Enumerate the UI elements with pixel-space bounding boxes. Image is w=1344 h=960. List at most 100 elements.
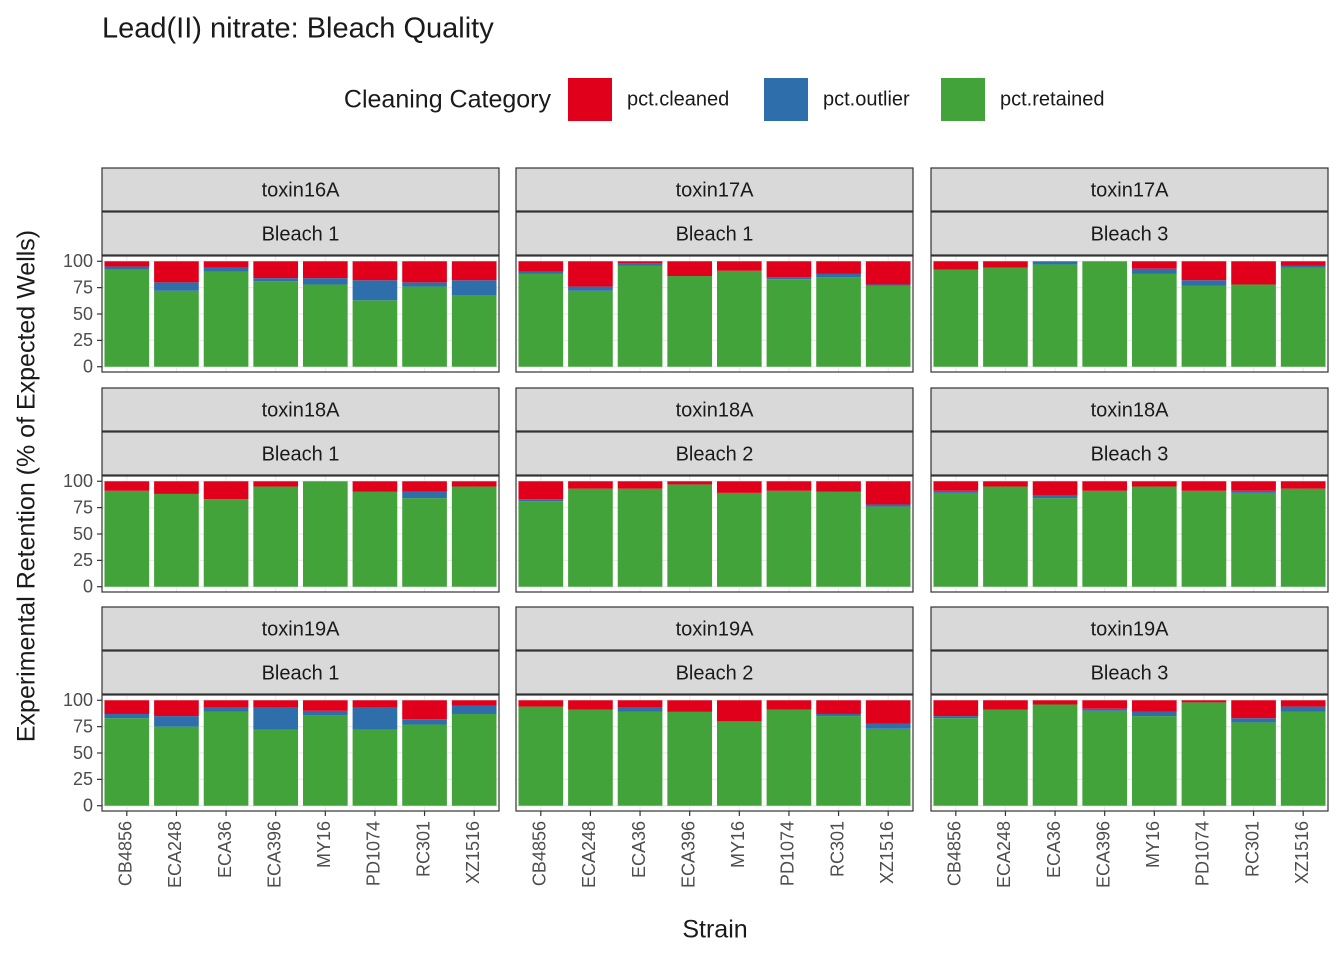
bar-segment (154, 493, 199, 587)
panel-border (515, 255, 914, 373)
bar-segment (518, 700, 564, 707)
bar-segment (865, 728, 911, 806)
bar-segment (1131, 481, 1177, 487)
y-tick-label: 100 (63, 251, 93, 271)
strip (101, 431, 500, 476)
strip-label: Bleach 1 (676, 223, 754, 245)
strip (515, 167, 914, 212)
bar-segment (253, 281, 299, 367)
strip-label: Bleach 3 (1091, 443, 1169, 465)
bar-segment (1231, 284, 1276, 367)
strip (101, 211, 500, 256)
bar-segment (253, 707, 299, 730)
bar-segment (933, 490, 979, 493)
strip-label: toxin18A (676, 399, 754, 421)
bar-segment (104, 718, 150, 806)
bar-segment (203, 481, 249, 500)
bar-segment (816, 261, 861, 274)
strip (515, 211, 914, 256)
bar-segment (865, 723, 911, 729)
bar-segment (104, 700, 150, 714)
bar-segment (865, 700, 911, 724)
bar-segment (1032, 498, 1078, 587)
bar-segment (302, 261, 348, 279)
y-tick-label: 25 (73, 550, 93, 570)
strip-label: toxin18A (1091, 399, 1169, 421)
strip (930, 650, 1329, 695)
bar-segment (402, 261, 447, 283)
bar-segment (933, 700, 979, 717)
bar-segment (154, 481, 199, 494)
bar-segment (766, 277, 812, 280)
y-tick-label: 75 (73, 497, 93, 517)
x-tick-label: RC301 (413, 821, 433, 877)
x-tick-label: CB4856 (530, 821, 550, 886)
bar-segment (1131, 268, 1177, 274)
bar-segment (1280, 711, 1326, 806)
bar-segment (933, 269, 979, 367)
x-tick-label: ECA36 (629, 821, 649, 878)
x-tick-label: ECA248 (994, 821, 1014, 888)
bar-segment (451, 705, 497, 714)
bar-segment (816, 716, 861, 806)
panel-border (515, 475, 914, 593)
bar-segment (617, 265, 663, 367)
bar-segment (865, 481, 911, 505)
x-tick-label: ECA248 (165, 821, 185, 888)
bar-segment (716, 261, 762, 271)
bar-segment (451, 713, 497, 806)
bar-segment (568, 261, 613, 287)
bar-segment (203, 700, 249, 708)
bar-segment (865, 285, 911, 367)
bar-segment (1280, 265, 1326, 268)
bar-segment (402, 719, 447, 725)
strip (101, 650, 500, 695)
bar-segment (667, 484, 713, 587)
strip (515, 387, 914, 432)
y-tick-label: 100 (63, 471, 93, 491)
bar-segment (667, 261, 713, 277)
bar-segment (1181, 702, 1227, 806)
bar-segment (1280, 261, 1326, 266)
bar-segment (1231, 261, 1276, 285)
bar-segment (933, 261, 979, 270)
bar-segment (983, 261, 1028, 268)
bar-segment (933, 716, 979, 719)
x-tick-label: RC301 (1242, 821, 1262, 877)
panel-border (930, 475, 1329, 593)
bar-segment (154, 282, 199, 291)
x-tick-label: CB4856 (116, 821, 136, 886)
bar-segment (1032, 494, 1078, 499)
bar-segment (203, 711, 249, 806)
y-tick-label: 0 (83, 356, 93, 376)
bar-segment (865, 261, 911, 285)
bar-segment (865, 506, 911, 587)
y-tick-label: 100 (63, 690, 93, 710)
bar-segment (1032, 704, 1078, 806)
y-tick-label: 50 (73, 743, 93, 763)
bar-segment (352, 261, 398, 281)
strip-label: toxin19A (262, 618, 340, 640)
bar-segment (568, 709, 613, 806)
x-tick-label: ECA36 (1044, 821, 1064, 878)
bar-segment (402, 498, 447, 587)
strip-label: toxin17A (676, 179, 754, 201)
bar-segment (402, 282, 447, 287)
bar-segment (104, 713, 150, 719)
strip-label: Bleach 2 (676, 662, 754, 684)
bar-segment (568, 290, 613, 367)
strip (515, 650, 914, 695)
strip-label: toxin19A (676, 618, 754, 640)
bar-segment (402, 724, 447, 806)
x-axis-title: Strain (682, 916, 747, 944)
strip-label: Bleach 2 (676, 443, 754, 465)
bar-segment (1280, 267, 1326, 367)
bar-segment (816, 700, 861, 714)
strip (515, 606, 914, 651)
strip (101, 387, 500, 432)
bar-segment (1181, 261, 1227, 281)
bar-segment (766, 261, 812, 278)
bar-segment (1082, 710, 1128, 806)
y-tick-label: 0 (83, 576, 93, 596)
bar-segment (451, 486, 497, 587)
